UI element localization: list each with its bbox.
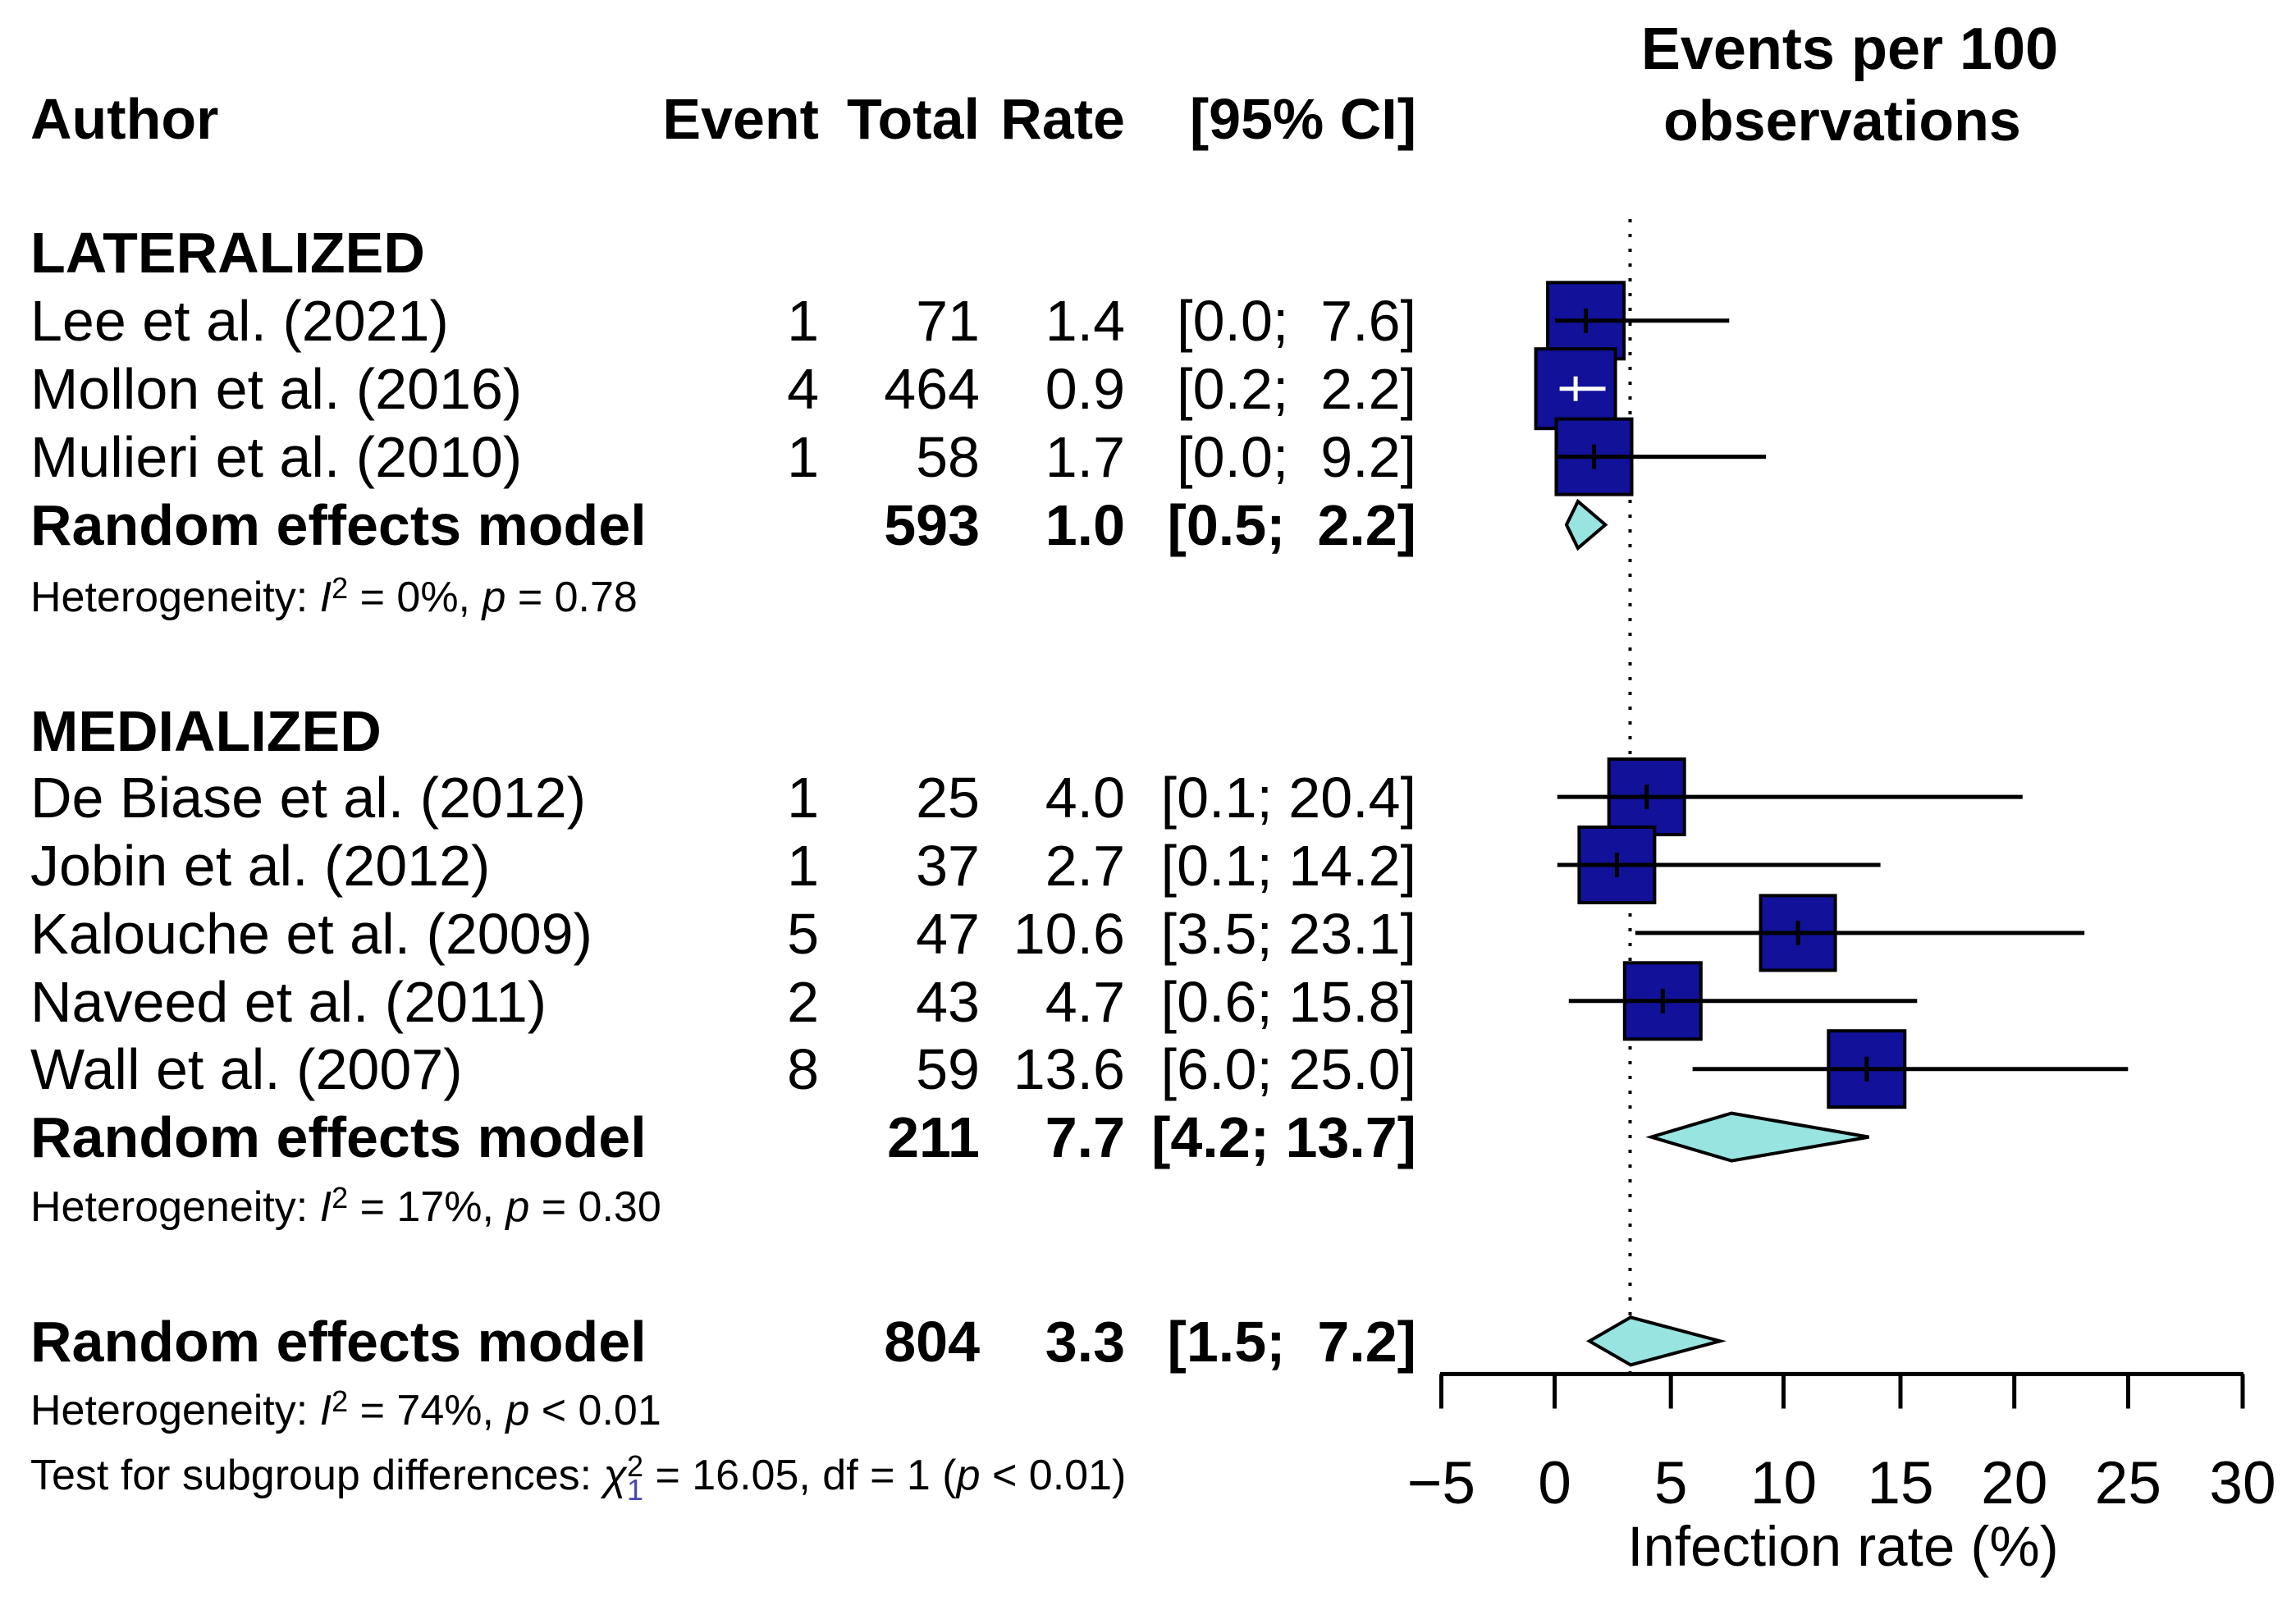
svg-text:Random effects model: Random effects model bbox=[30, 1105, 647, 1169]
svg-text:464: 464 bbox=[884, 357, 980, 421]
svg-text:211: 211 bbox=[887, 1105, 980, 1169]
svg-text:25: 25 bbox=[916, 766, 980, 830]
svg-text:10.6: 10.6 bbox=[1013, 902, 1125, 966]
svg-text:Events per 100: Events per 100 bbox=[1641, 16, 2058, 82]
svg-text:[0.1; 14.2]: [0.1; 14.2] bbox=[1161, 834, 1416, 898]
svg-text:37: 37 bbox=[916, 834, 980, 898]
svg-text:1: 1 bbox=[787, 289, 819, 353]
svg-text:Lee et al. (2021): Lee et al. (2021) bbox=[30, 289, 449, 353]
svg-text:593: 593 bbox=[884, 493, 980, 557]
svg-text:Naveed et al. (2011): Naveed et al. (2011) bbox=[30, 970, 547, 1034]
svg-text:Test for subgroup differences:: Test for subgroup differences: χ2 1 = 16.… bbox=[30, 1449, 1126, 1507]
svg-text:[0.6; 15.8]: [0.6; 15.8] bbox=[1161, 970, 1416, 1034]
svg-text:[0.0; 9.2]: [0.0; 9.2] bbox=[1177, 425, 1416, 489]
svg-text:3.3: 3.3 bbox=[1045, 1310, 1125, 1374]
svg-text:10: 10 bbox=[1750, 1450, 1817, 1516]
svg-text:observations: observations bbox=[1663, 89, 2021, 153]
svg-text:2.7: 2.7 bbox=[1045, 834, 1125, 898]
svg-text:47: 47 bbox=[916, 902, 980, 966]
svg-text:804: 804 bbox=[884, 1310, 980, 1374]
svg-text:LATERALIZED: LATERALIZED bbox=[30, 221, 425, 285]
svg-text:De Biase et al. (2012): De Biase et al. (2012) bbox=[30, 766, 586, 830]
svg-text:[0.2; 2.2]: [0.2; 2.2] bbox=[1177, 357, 1416, 421]
svg-text:15: 15 bbox=[1867, 1450, 1933, 1516]
svg-text:0.9: 0.9 bbox=[1045, 357, 1125, 421]
svg-text:1: 1 bbox=[787, 834, 819, 898]
svg-text:Mulieri et al. (2010): Mulieri et al. (2010) bbox=[30, 425, 522, 489]
svg-text:MEDIALIZED: MEDIALIZED bbox=[30, 699, 382, 763]
svg-text:[6.0; 25.0]: [6.0; 25.0] bbox=[1161, 1037, 1416, 1101]
svg-text:[0.1; 20.4]: [0.1; 20.4] bbox=[1161, 766, 1416, 830]
svg-text:Jobin et al. (2012): Jobin et al. (2012) bbox=[30, 834, 490, 898]
svg-text:2: 2 bbox=[787, 970, 819, 1034]
svg-text:5: 5 bbox=[787, 902, 819, 966]
svg-text:8: 8 bbox=[787, 1037, 819, 1101]
svg-text:Infection rate (%): Infection rate (%) bbox=[1627, 1515, 2058, 1578]
svg-text:Rate: Rate bbox=[1000, 87, 1125, 151]
svg-text:4.7: 4.7 bbox=[1045, 970, 1125, 1034]
svg-text:1.0: 1.0 bbox=[1045, 493, 1125, 557]
svg-text:71: 71 bbox=[916, 289, 980, 353]
svg-text:Event: Event bbox=[662, 87, 819, 151]
svg-text:58: 58 bbox=[916, 425, 980, 489]
svg-text:5: 5 bbox=[1654, 1450, 1688, 1516]
svg-text:[0.5; 2.2]: [0.5; 2.2] bbox=[1168, 493, 1416, 557]
svg-text:[95% CI]: [95% CI] bbox=[1190, 87, 1416, 151]
svg-text:1.7: 1.7 bbox=[1045, 425, 1125, 489]
svg-text:1.4: 1.4 bbox=[1045, 289, 1125, 353]
svg-text:43: 43 bbox=[916, 970, 980, 1034]
svg-text:1: 1 bbox=[787, 425, 819, 489]
svg-text:Author: Author bbox=[30, 87, 218, 151]
svg-text:59: 59 bbox=[916, 1037, 980, 1101]
svg-text:Heterogeneity: I2 = 0%, p = 0.: Heterogeneity: I2 = 0%, p = 0.78 bbox=[30, 571, 638, 621]
svg-text:13.6: 13.6 bbox=[1013, 1037, 1125, 1101]
svg-text:Total: Total bbox=[847, 87, 980, 151]
svg-text:4: 4 bbox=[787, 357, 819, 421]
svg-text:Mollon et al. (2016): Mollon et al. (2016) bbox=[30, 357, 522, 421]
svg-text:25: 25 bbox=[2095, 1450, 2161, 1516]
svg-text:7.7: 7.7 bbox=[1045, 1105, 1125, 1169]
svg-text:[1.5; 7.2]: [1.5; 7.2] bbox=[1168, 1310, 1416, 1374]
svg-text:Wall et al. (2007): Wall et al. (2007) bbox=[30, 1037, 463, 1101]
svg-text:Random effects model: Random effects model bbox=[30, 493, 647, 557]
svg-text:30: 30 bbox=[2209, 1450, 2275, 1516]
svg-text:[0.0; 7.6]: [0.0; 7.6] bbox=[1177, 289, 1416, 353]
svg-text:−5: −5 bbox=[1407, 1450, 1475, 1516]
svg-text:Random effects model: Random effects model bbox=[30, 1310, 647, 1374]
svg-text:[3.5; 23.1]: [3.5; 23.1] bbox=[1161, 902, 1416, 966]
svg-text:[4.2; 13.7]: [4.2; 13.7] bbox=[1151, 1105, 1416, 1169]
svg-text:4.0: 4.0 bbox=[1045, 766, 1125, 830]
svg-text:0: 0 bbox=[1538, 1450, 1571, 1516]
svg-text:1: 1 bbox=[787, 766, 819, 830]
svg-text:20: 20 bbox=[1981, 1450, 2047, 1516]
svg-text:Kalouche et al. (2009): Kalouche et al. (2009) bbox=[30, 902, 592, 966]
